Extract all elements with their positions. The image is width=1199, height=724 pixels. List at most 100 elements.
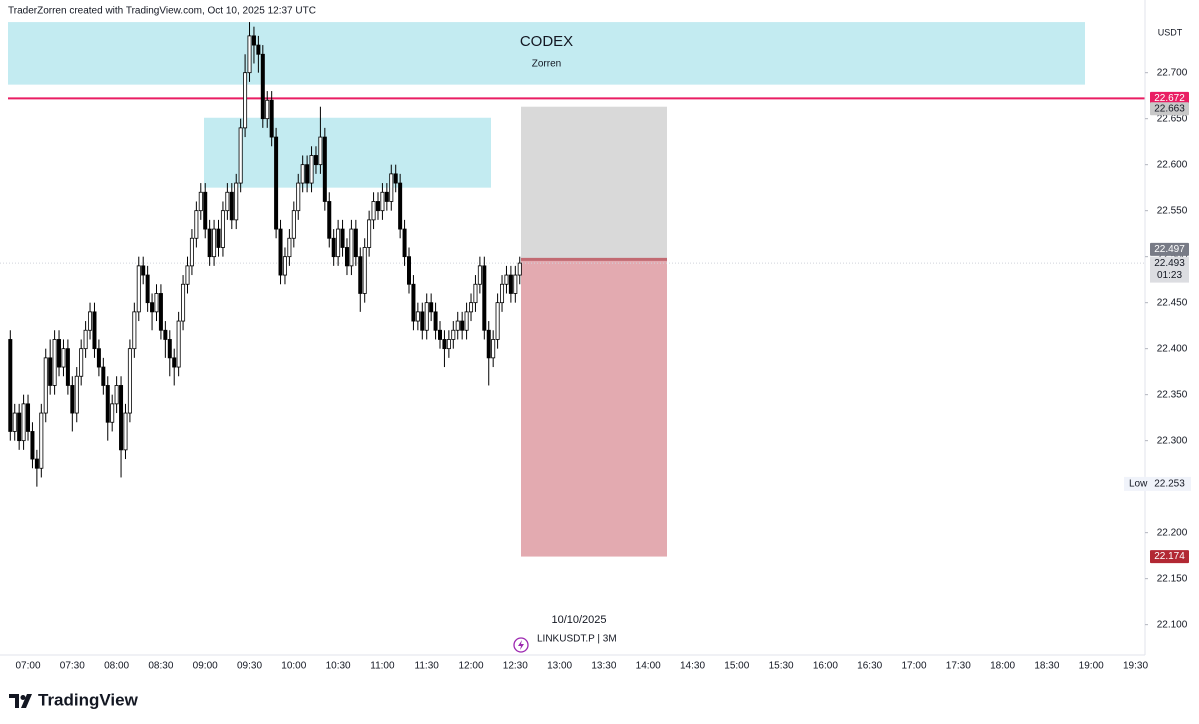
candle-body	[367, 219, 372, 248]
candle-body	[296, 182, 301, 212]
x-tick-label: 19:30	[1123, 661, 1148, 672]
candle-body	[433, 311, 438, 331]
candle-body	[243, 72, 248, 129]
candle-body	[238, 127, 243, 184]
candle-body	[358, 256, 363, 294]
candle-body	[336, 228, 341, 258]
candle-body	[83, 329, 88, 350]
candle-body	[251, 35, 256, 46]
y-tick-label: 22.300	[1157, 435, 1188, 446]
candle-body	[420, 311, 425, 331]
candle-body	[26, 403, 31, 432]
candle-body	[402, 228, 407, 258]
candle-body	[167, 339, 172, 359]
candle-body	[150, 302, 155, 313]
candle-body	[39, 412, 44, 469]
candle-body	[495, 302, 500, 340]
candle-body	[362, 247, 367, 294]
candle-body	[176, 320, 181, 368]
candle-body	[203, 191, 208, 230]
price-tag	[1150, 242, 1189, 256]
x-tick-label: 13:30	[591, 661, 616, 672]
x-tick-label: 13:00	[547, 661, 572, 672]
price-tag	[1150, 91, 1189, 105]
candle-body	[163, 329, 168, 340]
x-tick-label: 18:00	[990, 661, 1015, 672]
candle-body	[446, 339, 451, 350]
candle-body	[123, 412, 128, 451]
candle-body	[57, 339, 62, 368]
candle-body	[486, 329, 491, 359]
candle-body	[491, 339, 496, 359]
candle-body	[375, 201, 380, 212]
candle-body	[322, 136, 327, 202]
price-tag-label: 22.663	[1154, 103, 1185, 114]
candle-body	[127, 348, 132, 414]
candle-body	[344, 247, 349, 267]
price-tag-label: 22.174	[1154, 551, 1185, 562]
candle-body	[513, 274, 518, 294]
candle-body	[61, 348, 66, 368]
candle-body	[442, 339, 447, 350]
candle-body	[464, 311, 469, 331]
candle-body	[415, 311, 420, 322]
candle-body	[260, 53, 265, 120]
candle-body	[105, 385, 110, 423]
candle-body	[451, 329, 456, 340]
candle-body	[469, 302, 474, 313]
zone-title: CODEX	[520, 33, 573, 50]
candle-body	[517, 262, 522, 276]
x-tick-label: 11:30	[415, 661, 440, 672]
x-tick-label: 09:30	[237, 661, 262, 672]
candle-body	[482, 265, 487, 331]
x-tick-label: 12:00	[458, 661, 483, 672]
currency-label: USDT	[1158, 27, 1183, 37]
candle-body	[194, 210, 199, 239]
symbol-icon	[513, 637, 529, 653]
x-tick-label: 09:00	[193, 661, 218, 672]
candle-body	[327, 201, 332, 239]
x-tick-label: 16:30	[857, 661, 882, 672]
candle-body	[136, 265, 141, 313]
candle-body	[185, 265, 190, 285]
x-tick-label: 14:30	[680, 661, 705, 672]
candle-body	[229, 191, 234, 221]
candle-body	[331, 237, 336, 258]
candle-body	[411, 283, 416, 322]
brand-logo	[9, 694, 32, 708]
candle-body	[74, 375, 79, 414]
brand-name: TradingView	[38, 690, 139, 709]
candle-body	[380, 191, 385, 212]
low-tag	[1124, 476, 1191, 491]
y-tick-label: 22.550	[1157, 205, 1188, 216]
price-tag	[1150, 102, 1189, 116]
candle-body	[198, 191, 203, 212]
x-tick-label: 07:00	[15, 661, 40, 672]
countdown: 01:23	[1157, 270, 1182, 281]
x-tick-label: 08:30	[148, 661, 173, 672]
candle-body	[274, 136, 279, 230]
candle-body	[96, 348, 101, 368]
candle-body	[313, 155, 318, 166]
candle-body	[282, 256, 287, 276]
date-label: 10/10/2025	[551, 614, 606, 626]
y-tick-label: 22.450	[1157, 297, 1188, 308]
x-tick-label: 19:00	[1079, 661, 1104, 672]
candle-body	[34, 458, 39, 469]
price-tag	[1150, 550, 1189, 564]
plot-area: CODEX Zorren	[0, 22, 1145, 557]
y-tick-label: 22.200	[1157, 527, 1188, 538]
y-tick-label: 22.100	[1157, 619, 1188, 630]
candle-body	[256, 44, 261, 55]
candle-body	[340, 228, 345, 248]
candle-body	[269, 99, 274, 138]
candle-body	[70, 385, 75, 414]
low-tag-label: Low	[1129, 479, 1148, 490]
x-tick-label: 14:00	[636, 661, 661, 672]
x-tick-label: 15:00	[724, 661, 749, 672]
x-tick-label: 10:30	[326, 661, 351, 672]
y-tick-label: 22.700	[1157, 67, 1188, 78]
x-tick-label: 08:00	[104, 661, 129, 672]
x-tick-label: 18:30	[1034, 661, 1059, 672]
candle-body	[119, 385, 124, 451]
